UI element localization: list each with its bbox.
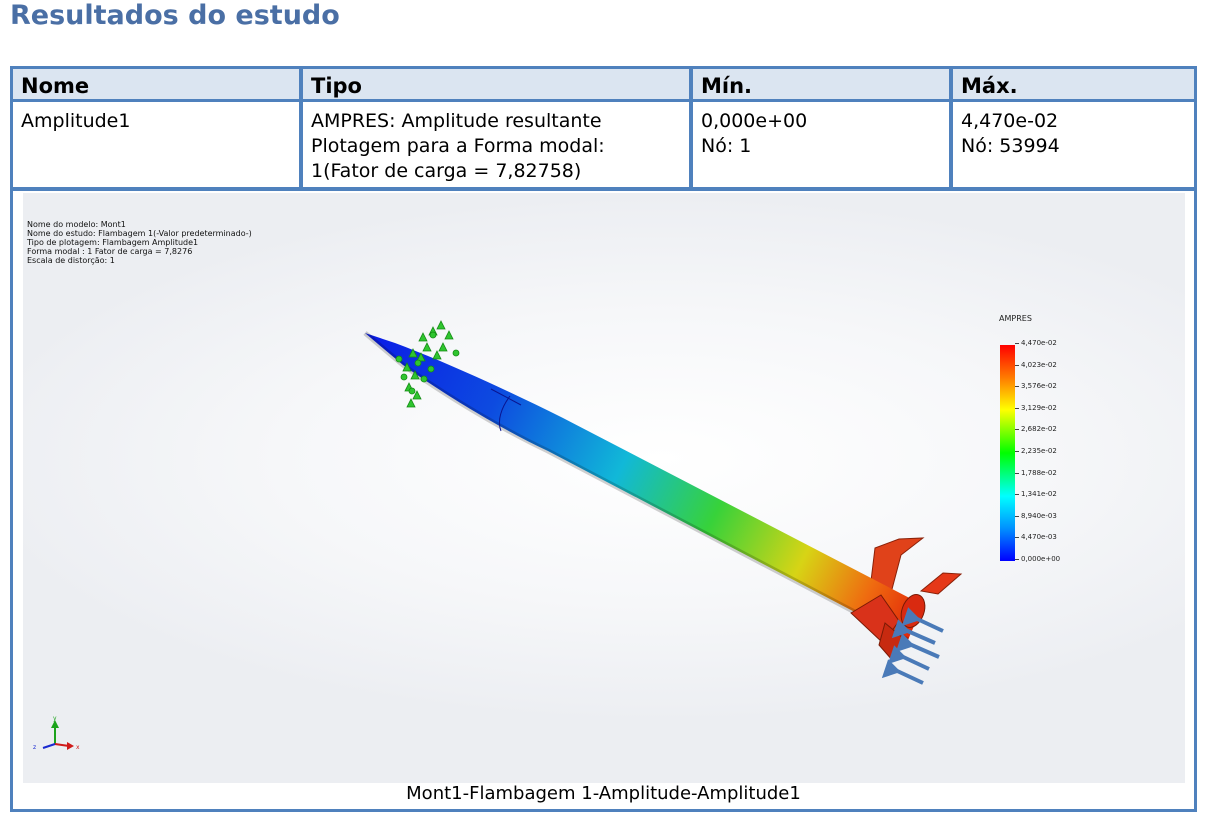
simulation-viewport: Nome do modelo: Mont1 Nome do estudo: Fl… <box>23 193 1185 783</box>
legend-label: 4,470e-02 <box>1021 339 1057 347</box>
legend-color-bar <box>1000 345 1015 561</box>
max-node: Nó: 53994 <box>961 135 1060 157</box>
figure-caption: Mont1-Flambagem 1-Amplitude-Amplitude1 <box>406 783 801 804</box>
nome-value: Amplitude1 <box>21 110 131 132</box>
model-info-line: Nome do estudo: Flambagem 1(-Valor prede… <box>27 229 252 238</box>
tipo-line-3: 1(Fator de carga = 7,82758) <box>311 160 582 182</box>
legend-label: 3,129e-02 <box>1021 403 1057 412</box>
triad-y-label: y <box>53 715 57 722</box>
legend-tick <box>1015 559 1019 560</box>
legend-tick <box>1015 494 1019 496</box>
legend-label: 8,940e-03 <box>1021 511 1057 520</box>
legend-tick <box>1015 451 1019 452</box>
legend-label: 1,341e-02 <box>1021 490 1057 499</box>
rocket-body <box>365 333 923 640</box>
model-info-line: Nome do modelo: Mont1 <box>27 220 126 229</box>
rocket-plot <box>42 320 1015 750</box>
axis-triad <box>42 720 74 750</box>
header-nome: Nome <box>13 69 299 102</box>
triad-z-label: z <box>33 744 37 751</box>
max-value: 4,470e-02 <box>961 110 1059 132</box>
model-info-line: Tipo de plotagem: Flambagem Amplitude1 <box>27 238 199 247</box>
legend-tick <box>1015 429 1019 431</box>
cell-max: 4,470e-02 Nó: 53994 <box>953 105 1194 189</box>
model-info-line: Escala de distorção: 1 <box>27 256 115 265</box>
header-min: Mín. <box>693 69 949 102</box>
results-table: Nome Tipo Mín. Máx. Amplitude1 AMPRES: A… <box>10 66 1197 812</box>
column-divider <box>949 69 953 191</box>
legend-tick <box>1015 515 1019 517</box>
legend-label: 4,023e-02 <box>1021 360 1057 369</box>
header-max: Máx. <box>953 69 1194 102</box>
legend-label: 2,682e-02 <box>1021 425 1057 434</box>
legend-label: 2,235e-02 <box>1021 447 1057 455</box>
legend-tick <box>1015 407 1019 409</box>
header-tipo: Tipo <box>303 69 689 102</box>
legend-title: AMPRES <box>999 314 1032 323</box>
min-node: Nó: 1 <box>701 135 752 157</box>
body-seam <box>490 388 522 406</box>
column-divider <box>689 69 693 191</box>
legend-tick <box>1015 386 1019 388</box>
cell-tipo: AMPRES: Amplitude resultante Plotagem pa… <box>303 105 689 189</box>
triad-x-label: x <box>76 744 80 751</box>
body-seam <box>498 395 511 432</box>
legend-tick <box>1015 343 1019 344</box>
legend-tick <box>1015 537 1019 539</box>
legend-tick <box>1015 364 1019 366</box>
min-value: 0,000e+00 <box>701 110 808 132</box>
load-arrows <box>881 607 944 685</box>
cell-nome: Amplitude1 <box>13 105 299 189</box>
legend-label: 1,788e-02 <box>1021 468 1057 477</box>
model-info-line: Forma modal : 1 Fator de carga = 7,8276 <box>27 247 193 256</box>
column-divider <box>299 69 303 191</box>
legend-label: 4,470e-03 <box>1021 533 1057 542</box>
legend-label: 3,576e-02 <box>1021 382 1057 391</box>
tipo-line-1: AMPRES: Amplitude resultante <box>311 110 602 132</box>
section-title: Resultados do estudo <box>10 0 340 31</box>
model-info: Nome do modelo: Mont1 Nome do estudo: Fl… <box>27 220 252 265</box>
cell-min: 0,000e+00 Nó: 1 <box>693 105 949 189</box>
legend-tick <box>1015 472 1019 474</box>
fixture-markers <box>395 320 460 408</box>
legend-label: 0,000e+00 <box>1021 555 1061 563</box>
tipo-line-2: Plotagem para a Forma modal: <box>311 135 605 157</box>
row-divider <box>13 187 1194 191</box>
fin-right <box>919 572 963 595</box>
